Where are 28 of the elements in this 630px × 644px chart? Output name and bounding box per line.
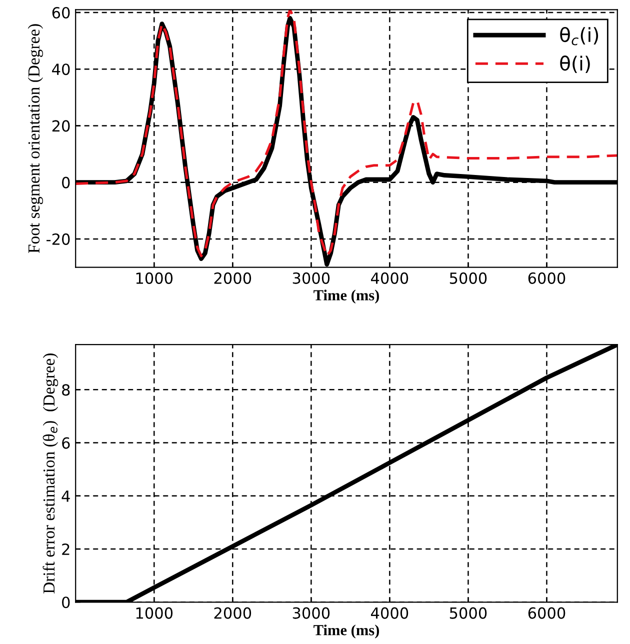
x-tick-label: 6000: [528, 272, 566, 284]
x-tick-label: 3000: [292, 607, 330, 619]
y-tick-label: 2: [62, 543, 70, 555]
x-tick-label: 2000: [214, 272, 252, 284]
x-tick-label: 2000: [214, 607, 252, 619]
x-tick-label: 1000: [136, 272, 173, 284]
y-tick-label: 60: [52, 6, 70, 19]
x-tick-label: 5000: [450, 272, 487, 284]
y-tick-label: 4: [62, 490, 70, 502]
x-tick-label: 1000: [136, 607, 173, 619]
x-tick-label: 6000: [528, 607, 566, 619]
y-axis-title: Foot segment orientation (Degree): [28, 24, 44, 253]
x-axis-title: Time (ms): [314, 624, 379, 638]
y-tick-label: -20: [46, 233, 70, 245]
x-tick-label: 4000: [370, 607, 408, 619]
y-axis-title: Drift error estimation (θ$_{e}$) (Degree): [42, 354, 58, 594]
x-tick-label: 3000: [292, 272, 330, 284]
legend-label: θ(i): [560, 56, 590, 74]
legend-label: θ$_{c}$(i): [560, 26, 598, 46]
y-tick-label: 6: [62, 437, 70, 449]
x-tick-label: 4000: [370, 272, 408, 284]
y-tick-label: 8: [62, 384, 70, 396]
y-tick-label: 0: [62, 596, 70, 608]
y-tick-label: 0: [62, 176, 70, 188]
y-tick-label: 40: [52, 64, 70, 76]
x-axis-title: Time (ms): [314, 290, 379, 304]
y-tick-label: 20: [52, 120, 70, 132]
x-tick-label: 5000: [450, 607, 487, 619]
